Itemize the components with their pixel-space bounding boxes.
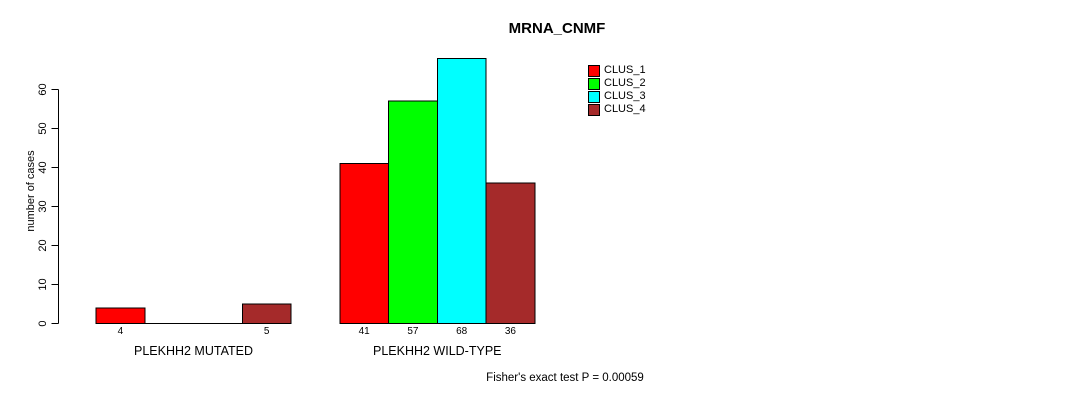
bar-clus_4 — [241, 303, 292, 324]
y-tick-label: 60 — [37, 83, 49, 95]
y-tick-label: 0 — [37, 320, 49, 326]
bar-value-label: 41 — [359, 326, 371, 337]
legend-label: CLUS_1 — [604, 64, 646, 76]
legend: CLUS_1 CLUS_2 CLUS_3 CLUS_4 — [588, 64, 646, 116]
y-tick-label: 40 — [37, 161, 49, 173]
legend-item: CLUS_2 — [588, 77, 646, 90]
group-label: PLEKHH2 MUTATED — [134, 344, 253, 358]
legend-item: CLUS_4 — [588, 103, 646, 116]
legend-item: CLUS_3 — [588, 90, 646, 103]
legend-label: CLUS_2 — [604, 77, 646, 89]
y-tick-label: 10 — [37, 278, 49, 290]
bar-clus_1 — [339, 163, 389, 324]
legend-swatch — [588, 103, 600, 116]
y-tick-label: 50 — [37, 122, 49, 134]
bar-value-label: 68 — [456, 326, 468, 337]
group-label: PLEKHH2 WILD-TYPE — [373, 344, 502, 358]
bar-value-label: 57 — [407, 326, 419, 337]
legend-swatch — [588, 64, 600, 77]
legend-label: CLUS_3 — [604, 90, 646, 102]
y-tick-label: 20 — [37, 239, 49, 251]
bar-clus_1 — [95, 307, 146, 324]
fisher-test-annotation: Fisher's exact test P = 0.00059 — [486, 372, 644, 384]
chart-title: MRNA_CNMF — [508, 20, 606, 37]
legend-swatch — [588, 77, 600, 90]
bar-clus_3 — [436, 57, 487, 325]
bar-clus_2 — [388, 100, 438, 324]
y-tick-label: 30 — [37, 200, 49, 212]
bar-value-label: 4 — [118, 326, 124, 337]
bar-value-label: 36 — [505, 326, 517, 337]
legend-item: CLUS_1 — [588, 64, 646, 77]
bar-clus_4 — [485, 182, 536, 324]
bar-value-label: 5 — [264, 326, 270, 337]
legend-swatch — [588, 90, 600, 103]
legend-label: CLUS_4 — [604, 103, 646, 115]
